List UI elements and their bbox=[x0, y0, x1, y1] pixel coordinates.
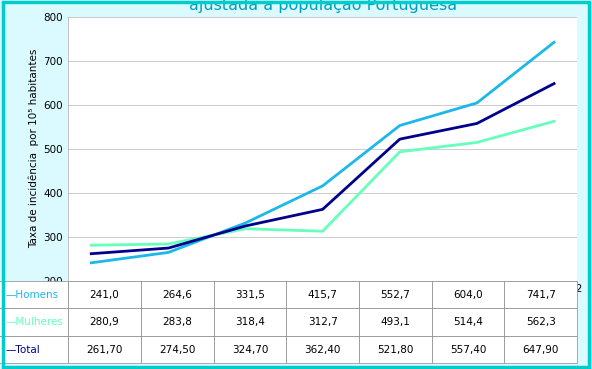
Y-axis label: Taxa de incidência  por 10⁵ habitantes: Taxa de incidência por 10⁵ habitantes bbox=[29, 49, 40, 248]
Title: Taxa de Incidência  de Diabetes Mellitus
ajustada à população Portuguesa: Taxa de Incidência de Diabetes Mellitus … bbox=[162, 0, 484, 13]
